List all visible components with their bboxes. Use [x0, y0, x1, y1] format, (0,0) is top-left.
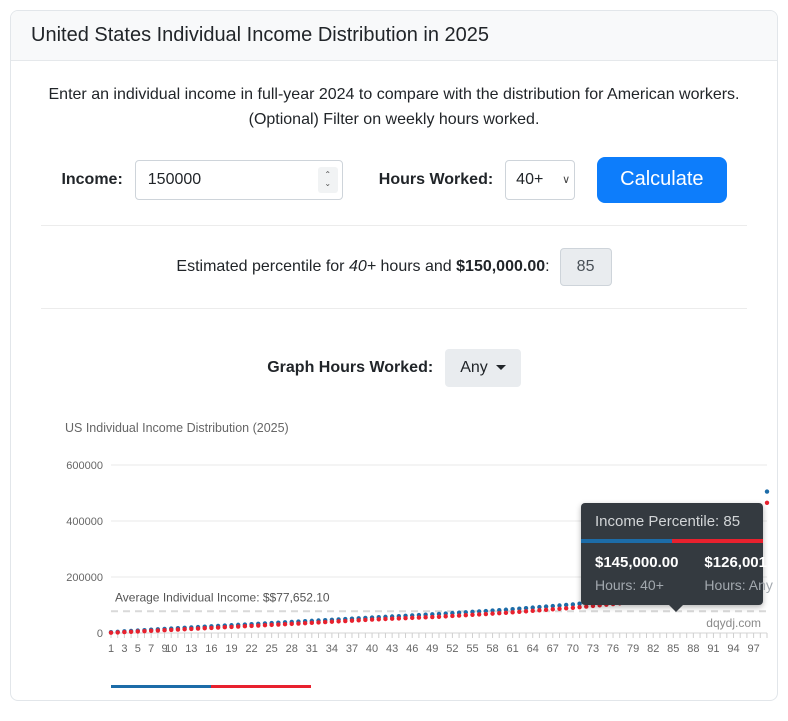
income-distribution-chart: US Individual Income Distribution (2025)… [55, 420, 777, 700]
caret-down-icon [495, 365, 506, 371]
legend-swatch-blue [111, 684, 211, 688]
svg-text:19: 19 [225, 643, 237, 655]
svg-text:61: 61 [507, 643, 519, 655]
svg-text:3: 3 [121, 643, 127, 655]
legend-label: Hours: Any [211, 697, 311, 700]
tooltip-caret [669, 604, 683, 612]
svg-text:22: 22 [245, 643, 257, 655]
intro-text: Enter an individual income in full-year … [31, 83, 757, 133]
svg-text:25: 25 [266, 643, 278, 655]
svg-text:79: 79 [627, 643, 639, 655]
income-field-wrap: ⌃⌄ [134, 159, 343, 200]
graph-hours-value: Any [460, 358, 488, 376]
svg-text:1: 1 [108, 643, 114, 655]
tooltip-label: Hours: Any [704, 576, 773, 593]
svg-text:5: 5 [135, 643, 141, 655]
svg-text:97: 97 [747, 643, 759, 655]
svg-text:10: 10 [165, 643, 177, 655]
graph-hours-dropdown[interactable]: Any [445, 348, 521, 387]
svg-text:67: 67 [547, 643, 559, 655]
result-hours: 40+ [348, 257, 377, 275]
chart-tooltip: Income Percentile: 85 $145,000.00 Hours:… [581, 502, 777, 612]
tooltip-value: $126,001.00 [704, 553, 777, 571]
svg-text:0: 0 [97, 628, 103, 640]
svg-text:76: 76 [607, 643, 619, 655]
svg-text:49: 49 [426, 643, 438, 655]
main-card: United States Individual Income Distribu… [10, 10, 778, 701]
divider [41, 224, 747, 226]
svg-text:82: 82 [647, 643, 659, 655]
legend-item-40plus[interactable]: Hours: 40+ [111, 684, 211, 700]
svg-text:91: 91 [707, 643, 719, 655]
divider [41, 307, 747, 309]
page-title: United States Individual Income Distribu… [11, 11, 777, 61]
svg-text:88: 88 [687, 643, 699, 655]
tooltip-body: $145,000.00 Hours: 40+ $126,001.00 Hours… [581, 543, 777, 605]
hours-worked-value: 40+ [516, 170, 544, 188]
svg-text:34: 34 [326, 643, 338, 655]
svg-text:28: 28 [286, 643, 298, 655]
legend-swatch-red [211, 684, 311, 688]
chevron-down-icon: ∨ [562, 174, 571, 187]
calculator-form: Income: ⌃⌄ Hours Worked: 40+ ∨ Calculate [31, 156, 757, 203]
income-label: Income: [61, 170, 123, 188]
calculate-button[interactable]: Calculate [597, 156, 727, 203]
legend-item-any[interactable]: Hours: Any [211, 684, 311, 700]
svg-text:13: 13 [185, 643, 197, 655]
svg-text:31: 31 [306, 643, 318, 655]
svg-text:85: 85 [667, 643, 679, 655]
tooltip-label: Hours: 40+ [595, 576, 664, 593]
tooltip-series-any: $126,001.00 Hours: Any [704, 553, 777, 593]
tooltip-series-40plus: $145,000.00 Hours: 40+ [595, 554, 678, 593]
intro-line-1: Enter an individual income in full-year … [48, 86, 740, 103]
svg-text:16: 16 [205, 643, 217, 655]
svg-text:7: 7 [148, 643, 154, 655]
percentile-result-box: 85 [559, 247, 612, 286]
result-amount: $150,000.00 [456, 257, 546, 275]
svg-text:9: 9 [161, 643, 167, 655]
result-row: Estimated percentile for 40+ hours and $… [31, 247, 757, 286]
svg-text:64: 64 [527, 643, 539, 655]
svg-text:70: 70 [567, 643, 579, 655]
hours-worked-select[interactable]: 40+ ∨ [505, 159, 576, 200]
svg-text:200000: 200000 [66, 572, 103, 584]
legend-label: Hours: 40+ [111, 697, 211, 700]
graph-hours-label: Graph Hours Worked: [267, 358, 434, 376]
svg-text:Average Individual Income: $$7: Average Individual Income: $$77,652.10 [115, 590, 330, 604]
svg-text:400000: 400000 [66, 516, 103, 528]
income-input[interactable] [134, 159, 343, 200]
svg-text:600000: 600000 [66, 460, 103, 472]
tooltip-series-color-bar [581, 538, 763, 543]
chart-legend: Hours: 40+ Hours: Any [111, 684, 777, 700]
intro-line-2: (Optional) Filter on weekly hours worked… [248, 110, 540, 128]
tooltip-title: Income Percentile: 85 [595, 512, 741, 530]
number-spinner-icon[interactable]: ⌃ ⌄ [317, 166, 338, 193]
svg-text:dqydj.com: dqydj.com [706, 616, 761, 630]
tooltip-value: $145,000.00 [595, 553, 679, 571]
svg-text:40: 40 [366, 643, 378, 655]
svg-text:58: 58 [486, 643, 498, 655]
svg-text:52: 52 [446, 643, 458, 655]
card-body: Enter an individual income in full-year … [11, 61, 777, 700]
result-text: Estimated percentile for 40+ hours and $… [176, 257, 550, 275]
svg-text:73: 73 [587, 643, 599, 655]
svg-text:43: 43 [386, 643, 398, 655]
svg-text:94: 94 [727, 643, 739, 655]
svg-text:46: 46 [406, 643, 418, 655]
svg-text:55: 55 [466, 643, 478, 655]
chart-title: US Individual Income Distribution (2025) [65, 420, 289, 435]
hours-worked-label: Hours Worked: [378, 170, 494, 188]
svg-text:37: 37 [346, 643, 358, 655]
graph-controls: Graph Hours Worked: Any [31, 348, 757, 387]
